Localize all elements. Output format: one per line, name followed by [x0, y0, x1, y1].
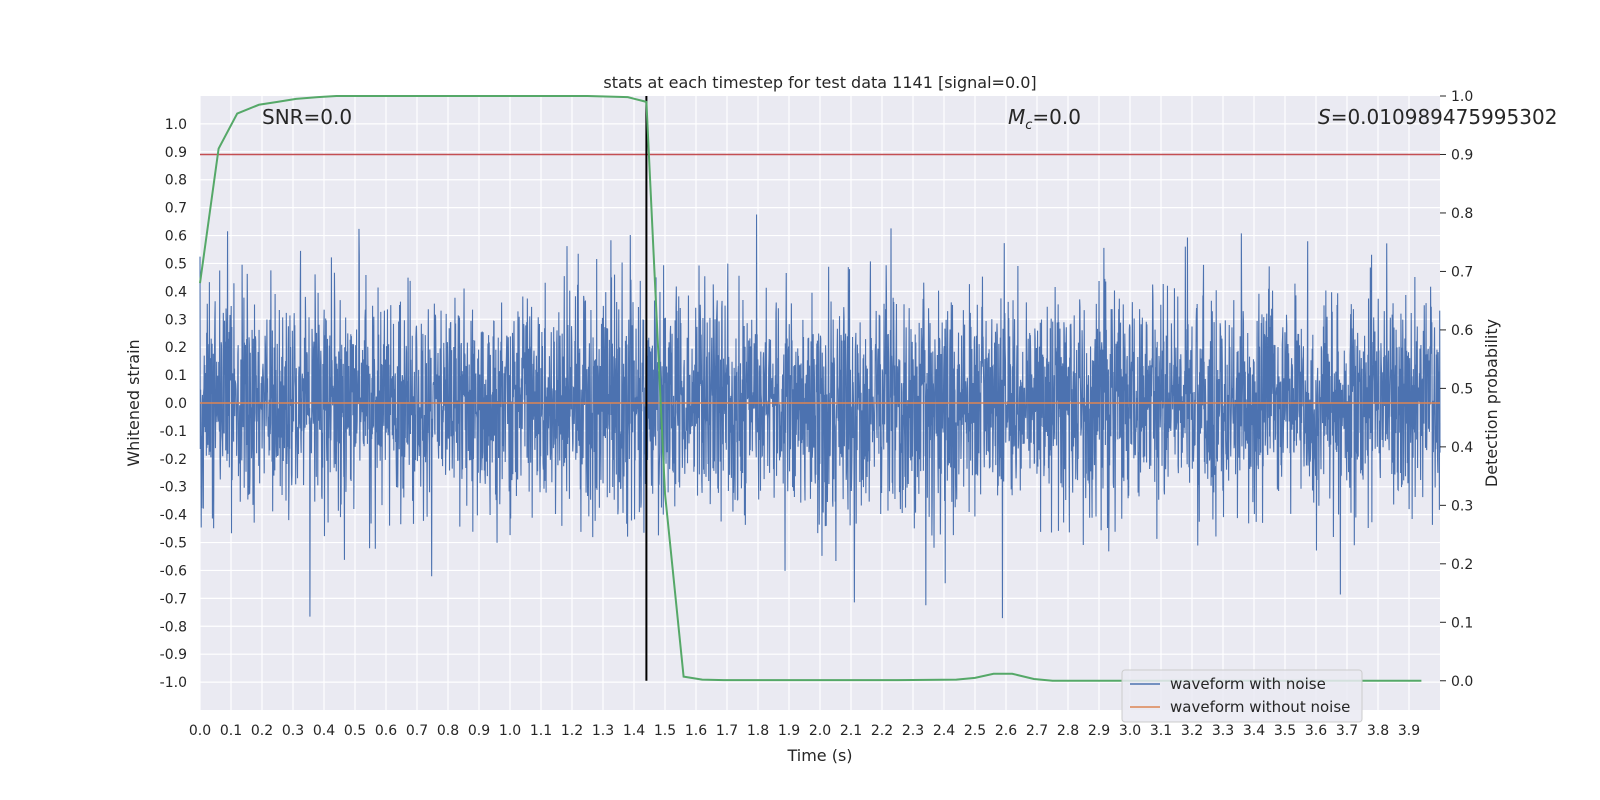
y-tick-label: 0.2 [165, 340, 187, 356]
chart-lines [199, 95, 1440, 682]
y2-axis-label: Detection probability [1482, 319, 1501, 487]
x-tick-label: 0.1 [220, 723, 242, 739]
y2-tick-label: 0.9 [1451, 147, 1473, 163]
x-tick-label: 3.3 [1212, 723, 1234, 739]
tick-labels: 0.0 0.1 0.2 0.3 0.4 0.5 0.6 0.7 0.8 0.9 1.0 1.1 1.2 1… [160, 89, 1474, 739]
y-tick-label: -0.2 [160, 452, 187, 468]
x-tick-label: 2.7 [1026, 723, 1048, 739]
x-tick-label: 0.4 [313, 723, 335, 739]
x-tick-label: 2.3 [902, 723, 924, 739]
x-tick-label: 1.0 [499, 723, 521, 739]
y-tick-label: -0.3 [160, 480, 187, 496]
x-tick-label: 1.6 [685, 723, 707, 739]
legend: waveform with noise waveform without noi… [1121, 669, 1363, 723]
legend-label-clean: waveform without noise [1170, 698, 1350, 716]
x-tick-label: 0.2 [251, 723, 273, 739]
y-tick-label: 0.8 [165, 173, 187, 189]
x-tick-label: 3.0 [1119, 723, 1141, 739]
y2-tick-label: 0.4 [1451, 440, 1473, 456]
x-tick-label: 3.5 [1274, 723, 1296, 739]
y2-tick-label: 0.1 [1451, 615, 1473, 631]
x-tick-label: 3.6 [1305, 723, 1327, 739]
y2-tick-label: 0.3 [1451, 498, 1473, 514]
y-tick-label: -1.0 [160, 675, 187, 691]
y-tick-label: 0.0 [165, 396, 187, 412]
x-tick-label: 0.8 [437, 723, 459, 739]
mc-annotation: Mc=0.0 [1008, 105, 1081, 133]
x-tick-label: 3.9 [1398, 723, 1420, 739]
x-tick-label: 1.5 [654, 723, 676, 739]
y-tick-label: 0.7 [165, 201, 187, 217]
noise-waveform [199, 214, 1441, 619]
mc-symbol: M [1008, 105, 1025, 129]
x-tick-label: 2.2 [871, 723, 893, 739]
x-tick-label: 1.7 [716, 723, 738, 739]
y2-tick-label: 0.0 [1451, 674, 1473, 690]
y-tick-label: 0.1 [165, 368, 187, 384]
y-tick-label: -0.7 [160, 591, 187, 607]
x-tick-label: 1.3 [592, 723, 614, 739]
x-tick-label: 2.4 [933, 723, 955, 739]
x-tick-label: 0.3 [282, 723, 304, 739]
x-tick-label: 3.7 [1336, 723, 1358, 739]
x-tick-label: 2.9 [1088, 723, 1110, 739]
y2-tick-label: 0.5 [1451, 381, 1473, 397]
x-tick-label: 2.0 [809, 723, 831, 739]
x-tick-label: 3.8 [1367, 723, 1389, 739]
y-tick-label: -0.4 [160, 508, 187, 524]
legend-box [1121, 669, 1363, 723]
x-tick-label: 2.1 [840, 723, 862, 739]
x-tick-label: 1.2 [561, 723, 583, 739]
y-tick-label: 1.0 [165, 117, 187, 133]
x-tick-label: 3.4 [1243, 723, 1265, 739]
s-symbol: S [1318, 105, 1331, 129]
y2-tick-label: 0.2 [1451, 557, 1473, 573]
x-tick-label: 0.7 [406, 723, 428, 739]
x-tick-label: 0.9 [468, 723, 490, 739]
y-tick-label: 0.3 [165, 312, 187, 328]
x-tick-label: 1.4 [623, 723, 645, 739]
y2-tick-label: 1.0 [1451, 89, 1473, 105]
chart-title: stats at each timestep for test data 114… [603, 73, 1036, 92]
y-tick-label: 0.5 [165, 256, 187, 272]
y-tick-label: -0.9 [160, 647, 187, 663]
x-axis-label: Time (s) [786, 746, 852, 765]
y2-tick-label: 0.8 [1451, 206, 1473, 222]
x-tick-label: 0.6 [375, 723, 397, 739]
detection-probability-line [199, 95, 1422, 682]
y2-tick-label: 0.6 [1451, 323, 1473, 339]
x-tick-label: 1.8 [747, 723, 769, 739]
y-tick-label: 0.4 [165, 284, 187, 300]
snr-annotation: SNR=0.0 [262, 105, 352, 129]
mc-value: =0.0 [1032, 105, 1081, 129]
legend-label-noise: waveform with noise [1170, 675, 1326, 693]
s-value: =0.010989475995302 [1331, 105, 1558, 129]
s-annotation: S=0.010989475995302 [1318, 105, 1557, 129]
x-tick-label: 2.5 [964, 723, 986, 739]
x-tick-label: 2.6 [995, 723, 1017, 739]
x-tick-label: 2.8 [1057, 723, 1079, 739]
y-tick-label: -0.6 [160, 563, 187, 579]
y-tick-label: 0.6 [165, 229, 187, 245]
mc-subscript: c [1025, 118, 1032, 133]
x-tick-label: 0.5 [344, 723, 366, 739]
x-tick-label: 0.0 [189, 723, 211, 739]
x-tick-label: 1.1 [530, 723, 552, 739]
y-tick-label: 0.9 [165, 145, 187, 161]
y-axis-label: Whitened strain [124, 339, 143, 466]
x-tick-label: 1.9 [778, 723, 800, 739]
y-tick-label: -0.8 [160, 619, 187, 635]
waveform-with-noise-line [199, 214, 1441, 619]
y-tick-label: -0.5 [160, 536, 187, 552]
x-tick-label: 3.2 [1181, 723, 1203, 739]
y2-tick-label: 0.7 [1451, 264, 1473, 280]
x-tick-label: 3.1 [1150, 723, 1172, 739]
y-tick-label: -0.1 [160, 424, 187, 440]
